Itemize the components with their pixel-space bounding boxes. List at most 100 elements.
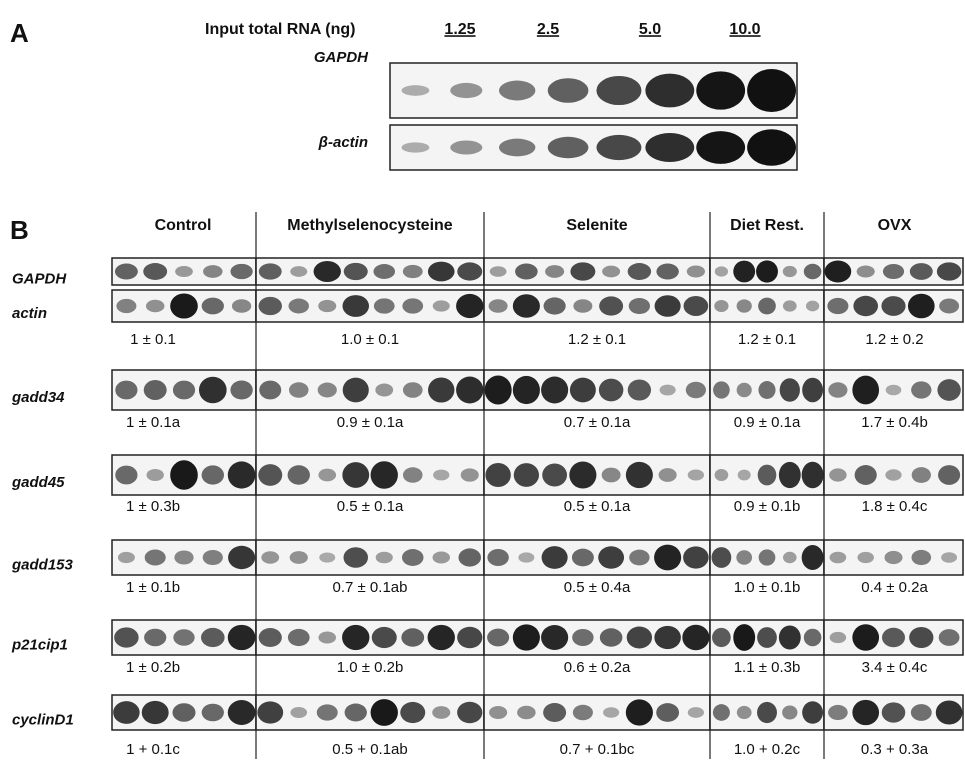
band bbox=[432, 706, 450, 719]
amount: 10.0 bbox=[729, 21, 760, 38]
band bbox=[780, 378, 800, 402]
band bbox=[882, 702, 906, 722]
band bbox=[757, 627, 777, 648]
band bbox=[146, 300, 164, 313]
band bbox=[852, 700, 879, 725]
amount: 2.5 bbox=[537, 21, 559, 38]
band bbox=[513, 294, 540, 318]
band bbox=[626, 699, 653, 725]
band bbox=[825, 260, 852, 282]
band bbox=[144, 380, 167, 400]
value-label: 1 + 0.1c bbox=[126, 741, 180, 758]
band bbox=[461, 468, 479, 481]
band bbox=[143, 263, 167, 280]
band bbox=[290, 707, 307, 718]
band bbox=[682, 625, 709, 650]
band bbox=[202, 465, 224, 484]
band bbox=[828, 705, 848, 720]
value-label: 1.2 ± 0.1 bbox=[738, 331, 796, 348]
band bbox=[853, 296, 878, 316]
band bbox=[456, 294, 483, 318]
band bbox=[513, 376, 540, 404]
band bbox=[783, 266, 797, 277]
band bbox=[645, 133, 694, 162]
band bbox=[759, 549, 776, 565]
band bbox=[318, 300, 336, 312]
gene-label: β-actin bbox=[318, 134, 368, 151]
band bbox=[489, 299, 508, 313]
band bbox=[371, 461, 398, 489]
band bbox=[783, 300, 797, 311]
band bbox=[628, 379, 651, 400]
band bbox=[342, 462, 369, 488]
band bbox=[629, 298, 650, 314]
band bbox=[683, 546, 709, 568]
band bbox=[543, 703, 566, 722]
value-label: 0.3 + 0.3a bbox=[861, 741, 929, 758]
band bbox=[401, 142, 429, 152]
band bbox=[884, 551, 902, 564]
panel-label: A bbox=[10, 18, 29, 48]
band bbox=[885, 469, 901, 480]
band bbox=[542, 546, 568, 569]
band bbox=[515, 263, 538, 279]
band bbox=[228, 546, 255, 569]
band bbox=[656, 264, 678, 280]
gene-label: gadd45 bbox=[11, 474, 65, 491]
band bbox=[939, 299, 959, 314]
group-header: Selenite bbox=[566, 217, 627, 234]
group-header: Control bbox=[155, 217, 212, 234]
band bbox=[857, 265, 875, 277]
band bbox=[802, 545, 824, 570]
band bbox=[908, 294, 935, 319]
band bbox=[518, 552, 534, 562]
band bbox=[371, 699, 398, 726]
figure: A Input total RNA (ng) B 1.252.55.010.0G… bbox=[0, 0, 965, 759]
band bbox=[758, 298, 776, 315]
band bbox=[883, 264, 904, 279]
band bbox=[852, 624, 879, 650]
band bbox=[403, 467, 423, 482]
band bbox=[232, 299, 251, 312]
band bbox=[342, 625, 369, 650]
band bbox=[687, 266, 705, 278]
band bbox=[428, 262, 455, 282]
band bbox=[513, 624, 540, 650]
band bbox=[228, 700, 256, 725]
band bbox=[756, 260, 778, 282]
band bbox=[258, 464, 282, 486]
band bbox=[145, 549, 166, 565]
value-label: 1.8 ± 0.4c bbox=[862, 498, 928, 515]
band bbox=[428, 625, 455, 650]
band bbox=[314, 261, 341, 282]
band bbox=[852, 376, 879, 405]
band bbox=[659, 468, 677, 482]
band bbox=[544, 297, 566, 314]
band bbox=[696, 131, 745, 164]
band bbox=[733, 261, 755, 283]
value-label: 3.4 ± 0.4c bbox=[862, 659, 928, 676]
band bbox=[400, 702, 425, 723]
band bbox=[372, 627, 397, 648]
band bbox=[603, 707, 619, 717]
band bbox=[343, 378, 369, 403]
band bbox=[170, 293, 198, 318]
band bbox=[806, 301, 819, 312]
band bbox=[489, 706, 507, 719]
band bbox=[684, 296, 709, 316]
band bbox=[802, 378, 823, 403]
value-label: 1.0 ± 0.1b bbox=[734, 579, 801, 596]
band bbox=[499, 139, 535, 157]
value-label: 0.5 ± 0.1a bbox=[337, 498, 404, 515]
band bbox=[829, 468, 847, 481]
band bbox=[344, 547, 368, 568]
band bbox=[886, 385, 902, 396]
value-label: 1.2 ± 0.2 bbox=[865, 331, 923, 348]
band bbox=[174, 551, 193, 565]
band bbox=[199, 377, 227, 403]
band bbox=[403, 265, 423, 278]
value-label: 1 ± 0.1 bbox=[130, 331, 176, 348]
value-label: 0.9 ± 0.1b bbox=[734, 498, 801, 515]
band bbox=[290, 266, 307, 277]
band bbox=[318, 383, 337, 398]
